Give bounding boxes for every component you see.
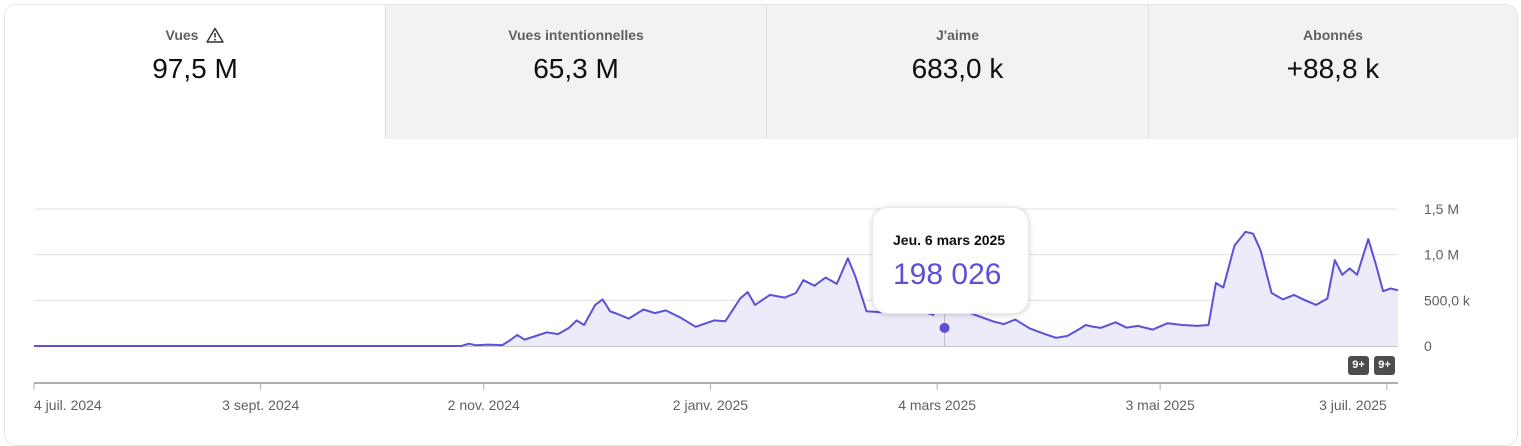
tab-subscribers[interactable]: Abonnés +88,8 k (1148, 5, 1517, 139)
tab-label: Vues intentionnelles (508, 27, 644, 43)
x-tick-label: 2 janv. 2025 (673, 397, 748, 413)
y-tick-label: 500,0 k (1424, 292, 1471, 308)
y-tick-label: 1,5 M (1424, 201, 1459, 217)
x-tick-label: 3 juil. 2025 (1319, 397, 1387, 413)
tab-intentional-views[interactable]: Vues intentionnelles 65,3 M (385, 5, 766, 139)
views-chart[interactable]: 0 500,0 k 1,0 M 1,5 M 4 juil. 2024 3 sept. 2… (0, 0, 1521, 436)
x-tick-label: 3 mai 2025 (1125, 397, 1194, 413)
annotation-badge[interactable]: 9+ (1348, 356, 1369, 375)
series-area (34, 231, 1398, 346)
annotation-badge[interactable]: 9+ (1374, 356, 1395, 375)
series-fill (34, 231, 1398, 346)
x-tick-label: 3 sept. 2024 (222, 397, 299, 413)
y-axis-labels: 0 500,0 k 1,0 M 1,5 M (1424, 201, 1471, 354)
tab-views[interactable]: Vues 97,5 M (5, 5, 385, 139)
tab-label: J'aime (935, 27, 980, 43)
metric-tabs: Vues 97,5 M Vues intentionnelles 65,3 M … (5, 5, 1517, 139)
x-tick-label: 2 nov. 2024 (448, 397, 520, 413)
tooltip-date: Jeu. 6 mars 2025 (893, 232, 1006, 248)
tooltip-value: 198 026 (893, 258, 1002, 291)
hover-point (939, 322, 950, 333)
tab-label: Abonnés (1303, 27, 1363, 43)
tab-label: Vues (165, 27, 199, 43)
tab-value: 97,5 M (152, 53, 238, 84)
y-tick-label: 0 (1424, 338, 1432, 354)
tab-value: +88,8 k (1286, 53, 1380, 84)
tab-value: 65,3 M (533, 53, 619, 84)
chart-tooltip: Jeu. 6 mars 2025 198 026 (872, 207, 1029, 314)
x-axis: 4 juil. 2024 3 sept. 2024 2 nov. 2024 2 jan… (33, 382, 1398, 413)
tab-value: 683,0 k (911, 53, 1004, 84)
analytics-card: Vues 97,5 M Vues intentionnelles 65,3 M … (4, 4, 1518, 446)
y-tick-label: 1,0 M (1424, 247, 1459, 263)
x-tick-label: 4 juil. 2024 (34, 397, 102, 413)
warning-icon[interactable] (206, 27, 225, 43)
tab-likes[interactable]: J'aime 683,0 k (766, 5, 1148, 139)
x-tick-label: 4 mars 2025 (898, 397, 976, 413)
